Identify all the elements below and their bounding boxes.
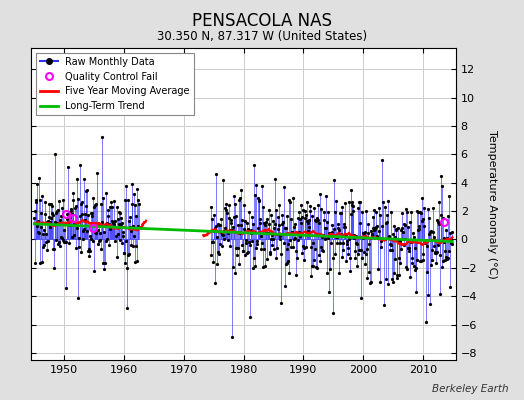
Text: 30.350 N, 87.317 W (United States): 30.350 N, 87.317 W (United States) [157,30,367,43]
Y-axis label: Temperature Anomaly (°C): Temperature Anomaly (°C) [487,130,497,278]
Text: PENSACOLA NAS: PENSACOLA NAS [192,12,332,30]
Legend: Raw Monthly Data, Quality Control Fail, Five Year Moving Average, Long-Term Tren: Raw Monthly Data, Quality Control Fail, … [36,53,194,115]
Text: Berkeley Earth: Berkeley Earth [432,384,508,394]
